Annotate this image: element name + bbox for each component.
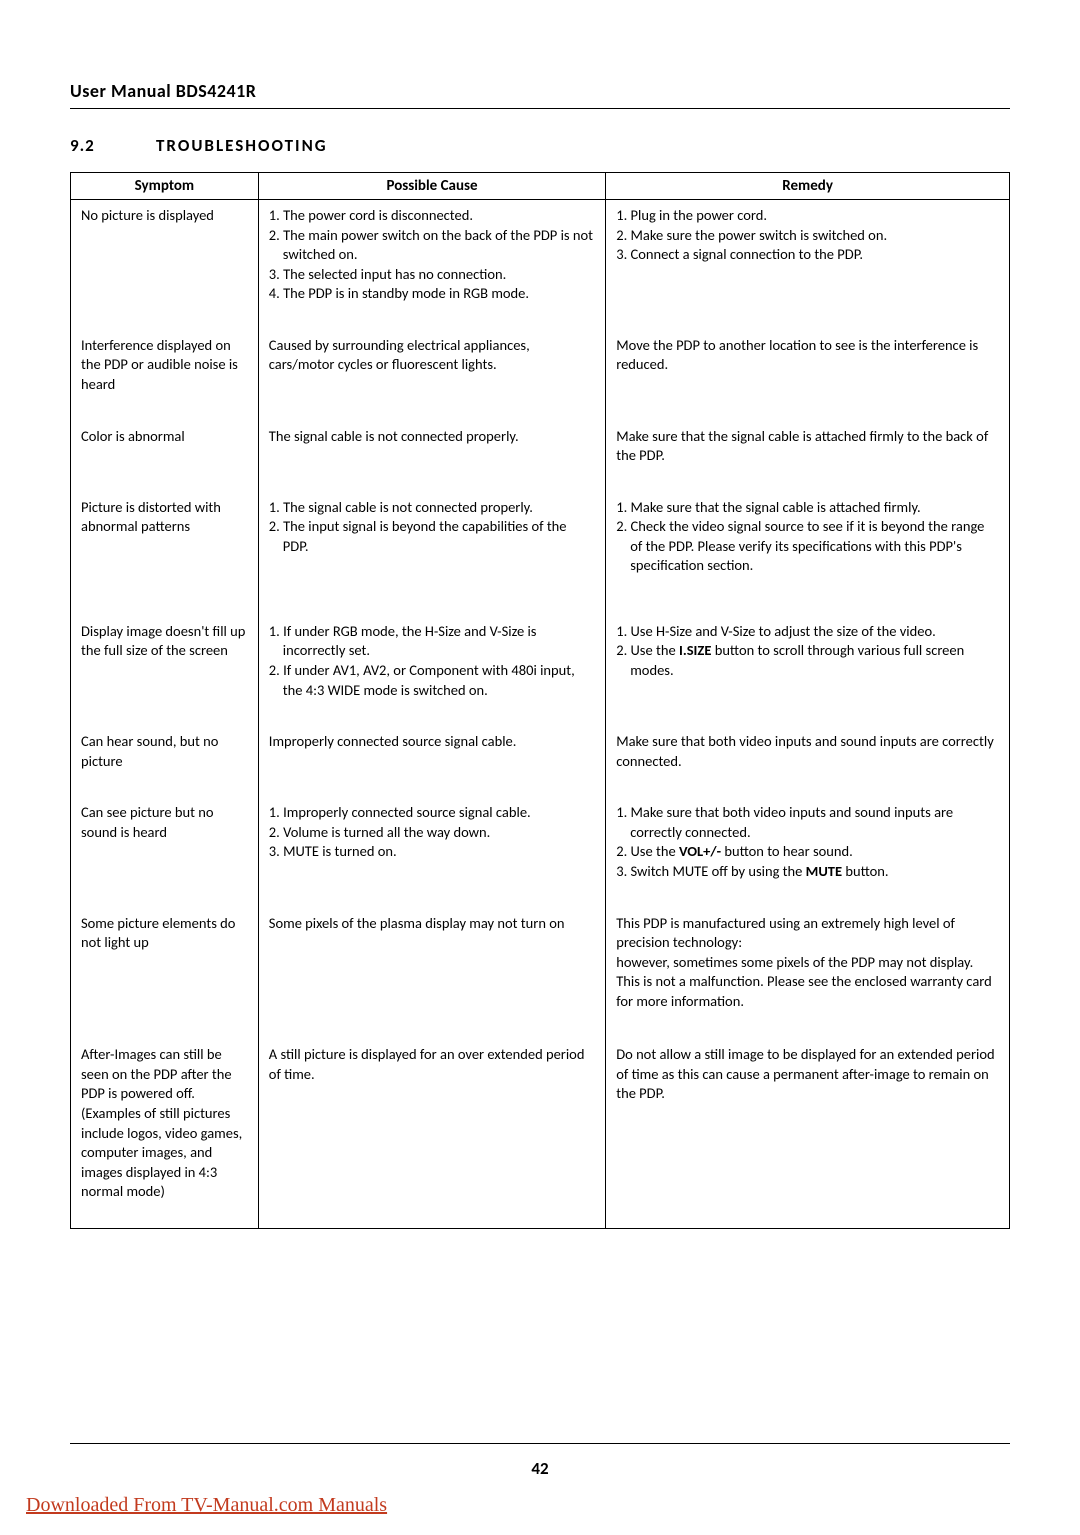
page-number: 42 [70, 1458, 1010, 1479]
table-row: No picture is displayed1. The power cord… [71, 200, 1010, 330]
section-heading: 9.2 TROUBLESHOOTING [70, 135, 1010, 156]
table-row: Color is abnormalThe signal cable is not… [71, 421, 1010, 492]
table-row: After-Images can still be seen on the PD… [71, 1039, 1010, 1228]
download-source-link[interactable]: Downloaded From TV-Manual.com Manuals [26, 1494, 387, 1517]
page-header-title: User Manual BDS4241R [70, 80, 1010, 102]
header-rule [70, 108, 1010, 109]
section-title: TROUBLESHOOTING [156, 135, 328, 156]
section-number: 9.2 [70, 135, 156, 156]
table-row: Display image doesn't fill up the full s… [71, 616, 1010, 726]
table-row: Interference displayed on the PDP or aud… [71, 330, 1010, 421]
col-remedy: Remedy [606, 173, 1010, 200]
col-symptom: Symptom [71, 173, 259, 200]
table-row: Can see picture but no sound is heard1. … [71, 797, 1010, 907]
footer-rule [70, 1443, 1010, 1444]
page-footer: 42 [70, 1443, 1010, 1479]
col-cause: Possible Cause [258, 173, 605, 200]
table-row: Can hear sound, but no pictureImproperly… [71, 726, 1010, 797]
table-row: Some picture elements do not light upSom… [71, 908, 1010, 1040]
troubleshooting-table: Symptom Possible Cause Remedy No picture… [70, 172, 1010, 1229]
table-header-row: Symptom Possible Cause Remedy [71, 173, 1010, 200]
table-row: Picture is distorted with abnormal patte… [71, 492, 1010, 616]
